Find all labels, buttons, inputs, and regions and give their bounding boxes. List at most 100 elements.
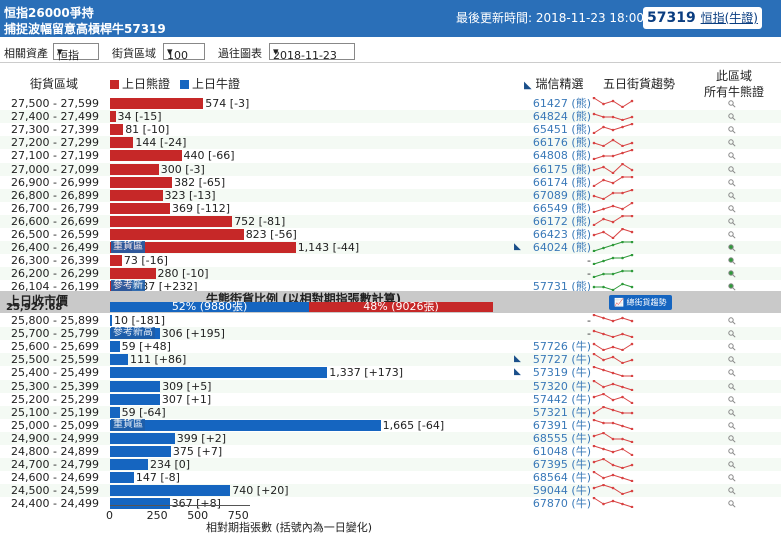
range-cell: 25,300 - 25,399 [11, 379, 99, 393]
search-icon[interactable] [728, 242, 736, 255]
pick-code-link[interactable]: 66172 (熊) [532, 214, 591, 228]
pick-code-link[interactable]: 64024 (熊) [532, 241, 591, 255]
pick-code-link[interactable]: 67089 (熊) [532, 188, 591, 202]
pick-code-link[interactable]: 57727 (牛) [532, 353, 591, 367]
pick-code-link[interactable]: 64808 (熊) [532, 149, 591, 163]
pick-code-link[interactable]: 59044 (牛) [532, 484, 591, 498]
search-icon[interactable] [728, 498, 736, 511]
pick-code-link[interactable]: 61427 (熊) [532, 97, 591, 110]
pick-code-link[interactable]: 67391 (牛) [532, 418, 591, 432]
search-icon[interactable] [728, 407, 736, 420]
bar-label: 306 [+195] [161, 327, 225, 341]
asset-select[interactable]: 恒指 ▾ [53, 43, 99, 62]
bull-bar[interactable] [110, 367, 328, 379]
bull-bar[interactable] [110, 485, 231, 497]
bear-bar[interactable] [110, 255, 122, 267]
search-icon[interactable] [728, 485, 736, 498]
search-icon[interactable] [728, 124, 736, 137]
pick-code-link[interactable]: 66423 (熊) [532, 228, 591, 241]
bear-bar[interactable] [110, 189, 163, 201]
bear-bar[interactable] [110, 137, 134, 149]
pick-code-link[interactable]: 57442 (牛) [532, 392, 591, 406]
range-cell: 25,200 - 25,299 [11, 392, 99, 406]
pick-code-link[interactable]: 67870 (牛) [532, 497, 591, 511]
pick-code-link[interactable]: 68555 (牛) [532, 431, 591, 445]
bear-bar[interactable] [110, 242, 296, 254]
bear-bar[interactable] [110, 98, 204, 109]
bull-bar[interactable] [110, 446, 171, 457]
search-icon[interactable] [728, 255, 736, 268]
bear-bar[interactable] [110, 202, 170, 214]
search-icon[interactable] [728, 381, 736, 394]
zone-tag: 參考新高 [111, 327, 155, 340]
pick-code-link[interactable]: 57321 (牛) [532, 405, 591, 419]
bear-bar[interactable] [110, 176, 173, 188]
pick-code-link[interactable]: 64824 (熊) [532, 110, 591, 124]
date-select[interactable]: 2018-11-23 ▾ [269, 43, 355, 62]
bull-bar[interactable] [110, 419, 381, 431]
pick-code-link[interactable]: 66549 (熊) [532, 201, 591, 215]
bull-bar[interactable] [110, 472, 134, 484]
pick-code-link[interactable]: 67395 (牛) [532, 458, 591, 472]
pick-code-link[interactable]: 66174 (熊) [532, 175, 591, 189]
pick-code-link[interactable]: 57731 (熊) [532, 280, 591, 294]
table-row: 26,500 - 26,599 823 [-56] 66423 (熊) [0, 227, 781, 242]
pick-code-link[interactable]: 57319 (牛) [532, 366, 591, 380]
range-cell: 27,200 - 27,299 [11, 136, 99, 150]
search-icon[interactable] [728, 150, 736, 163]
trend-sparkline [592, 96, 634, 109]
bear-bar[interactable] [110, 268, 156, 280]
pick-code-link[interactable]: 65451 (熊) [532, 123, 591, 137]
search-icon[interactable] [728, 367, 736, 380]
bear-bar[interactable] [110, 150, 182, 162]
pick-code-link[interactable]: 57320 (牛) [532, 379, 591, 393]
bar-label: 280 [-10] [157, 267, 209, 281]
search-icon[interactable] [728, 328, 736, 341]
bull-bar[interactable] [110, 380, 161, 392]
bar-label: 823 [-56] [245, 228, 297, 241]
search-icon[interactable] [728, 420, 736, 433]
search-icon[interactable] [728, 190, 736, 203]
featured-code-button[interactable]: 57319 恒指(牛證) [643, 7, 762, 29]
total-trend-button[interactable]: 📈 總街貨趨勢 [609, 295, 672, 310]
bull-bar[interactable] [110, 432, 175, 444]
search-icon[interactable] [728, 229, 736, 242]
search-icon[interactable] [728, 98, 736, 111]
bull-bar[interactable] [110, 341, 120, 353]
search-icon[interactable] [728, 433, 736, 446]
bull-bar[interactable] [110, 354, 128, 366]
search-icon[interactable] [728, 354, 736, 367]
search-icon[interactable] [728, 203, 736, 216]
range-select[interactable]: 100 ▾ [163, 43, 205, 62]
search-icon[interactable] [728, 164, 736, 177]
bull-bar[interactable] [110, 459, 148, 471]
pick-code-link[interactable]: 57726 (牛) [532, 340, 591, 354]
search-icon[interactable] [728, 472, 736, 485]
pick-code-link[interactable]: 66175 (熊) [532, 162, 591, 176]
bull-bar[interactable] [110, 315, 112, 326]
search-icon[interactable] [728, 111, 736, 124]
bear-bar[interactable] [110, 111, 116, 123]
search-icon[interactable] [728, 459, 736, 472]
trend-sparkline [592, 201, 634, 214]
search-icon[interactable] [728, 216, 736, 229]
search-icon[interactable] [728, 394, 736, 407]
bear-bar[interactable] [110, 124, 124, 136]
bull-bar[interactable] [110, 406, 120, 418]
search-icon[interactable] [728, 281, 736, 294]
bear-bar[interactable] [110, 229, 244, 240]
bull-bar[interactable] [110, 393, 160, 405]
search-icon[interactable] [728, 268, 736, 281]
search-icon[interactable] [728, 315, 736, 328]
bear-bar[interactable] [110, 215, 233, 227]
search-icon[interactable] [728, 341, 736, 354]
search-icon[interactable] [728, 137, 736, 150]
bear-bar[interactable] [110, 163, 159, 175]
search-icon[interactable] [728, 446, 736, 459]
search-icon[interactable] [728, 177, 736, 190]
pick-code-link[interactable]: 66176 (熊) [532, 136, 591, 150]
pick-code-link[interactable]: 68564 (牛) [532, 471, 591, 485]
bull-bar[interactable] [110, 498, 170, 510]
column-all-line2: 所有牛熊證 [704, 85, 765, 99]
pick-code-link[interactable]: 61048 (牛) [532, 445, 591, 458]
